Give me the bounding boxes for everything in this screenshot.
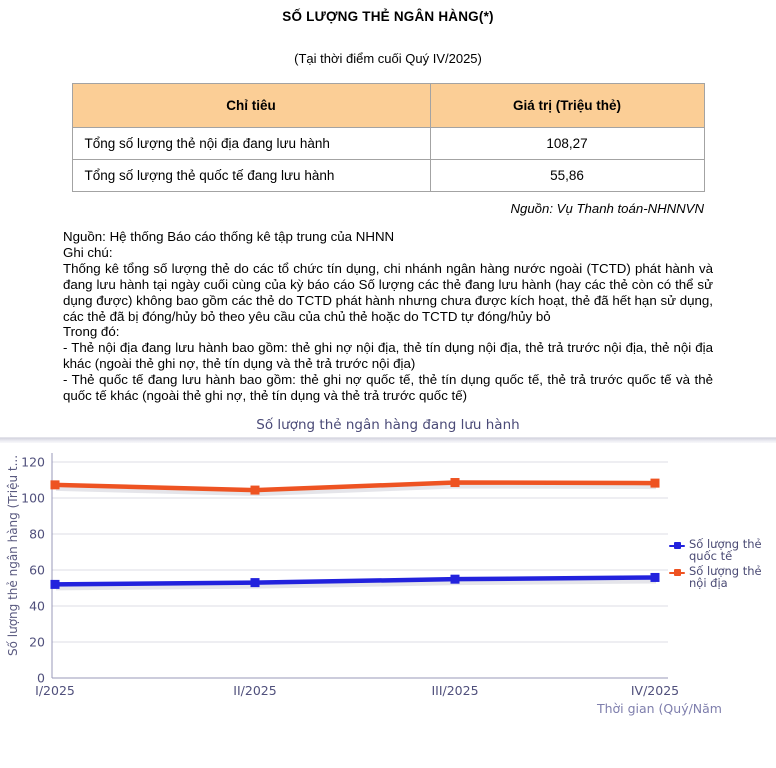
table-header-row: Chỉ tiêu Giá trị (Triệu thẻ): [71, 83, 705, 128]
legend-label: Số lượng thẻ nội địa: [689, 563, 762, 590]
x-axis-title: Thời gian (Quý/Năm: [596, 700, 722, 716]
page-subtitle: (Tại thời điểm cuối Quý IV/2025): [294, 51, 482, 66]
legend-label: Số lượng thẻ quốc tế: [689, 536, 762, 563]
svg-text:40: 40: [29, 598, 45, 613]
legend-item: Số lượng thẻ quốc tế: [669, 538, 775, 562]
legend-marker-icon: [669, 541, 686, 551]
chart-panel-top-edge: [0, 436, 776, 443]
table-row: Tổng số lượng thẻ quốc tế đang lưu hành …: [71, 159, 705, 192]
svg-text:100: 100: [21, 490, 45, 505]
table-source-note: Nguồn: Vụ Thanh toán-NHNNVN: [510, 201, 704, 216]
svg-text:120: 120: [21, 454, 45, 469]
svg-text:I/2025: I/2025: [35, 683, 75, 698]
notes-label: Ghi chú:: [63, 244, 113, 260]
row-label-international-cards: Tổng số lượng thẻ quốc tế đang lưu hành: [71, 159, 431, 192]
page-title: SỐ LƯỢNG THẺ NGÂN HÀNG(*): [282, 9, 494, 24]
notes-bullet-international: - Thẻ quốc tế đang lưu hành bao gồm: thẻ…: [63, 372, 713, 404]
notes-paragraph: Thống kê tổng số lượng thẻ do các tổ chứ…: [63, 260, 713, 324]
legend-item: Số lượng thẻ nội địa: [669, 565, 775, 589]
stats-table: Chỉ tiêu Giá trị (Triệu thẻ) Tổng số lượ…: [71, 83, 705, 192]
notes-in-which-label: Trong đó:: [63, 324, 120, 340]
row-value-international-cards: 55,86: [429, 159, 705, 192]
column-header-indicator: Chỉ tiêu: [71, 83, 431, 128]
chart-legend: Số lượng thẻ quốc tế Số lượng thẻ nội địa: [669, 538, 775, 592]
row-value-domestic-cards: 108,27: [429, 127, 705, 160]
notes-block: Nguồn: Hệ thống Báo cáo thống kê tập tru…: [63, 229, 713, 404]
svg-text:20: 20: [29, 634, 45, 649]
line-chart-panel: Số lượng thẻ ngân hàng (Triệu t... 0 20 40…: [0, 443, 776, 725]
svg-text:IV/2025: IV/2025: [631, 683, 679, 698]
notes-bullet-domestic: - Thẻ nội địa đang lưu hành bao gồm: thẻ…: [63, 340, 713, 372]
svg-text:80: 80: [29, 526, 45, 541]
notes-source-line: Nguồn: Hệ thống Báo cáo thống kê tập tru…: [63, 229, 395, 244]
svg-text:II/2025: II/2025: [233, 683, 276, 698]
line-chart: 0 20 40 60 80 100 120 I/2025 II/2025 III/2025 IV/2…: [21, 452, 679, 698]
svg-text:60: 60: [29, 562, 45, 577]
row-label-domestic-cards: Tổng số lượng thẻ nội địa đang lưu hành: [71, 127, 431, 160]
svg-text:0: 0: [37, 670, 45, 685]
chart-title: Số lượng thẻ ngân hàng đang lưu hành: [256, 416, 520, 433]
svg-text:III/2025: III/2025: [431, 683, 478, 698]
table-row: Tổng số lượng thẻ nội địa đang lưu hành …: [71, 127, 705, 160]
column-header-value: Giá trị (Triệu thẻ): [429, 83, 705, 128]
legend-marker-icon: [669, 568, 686, 578]
